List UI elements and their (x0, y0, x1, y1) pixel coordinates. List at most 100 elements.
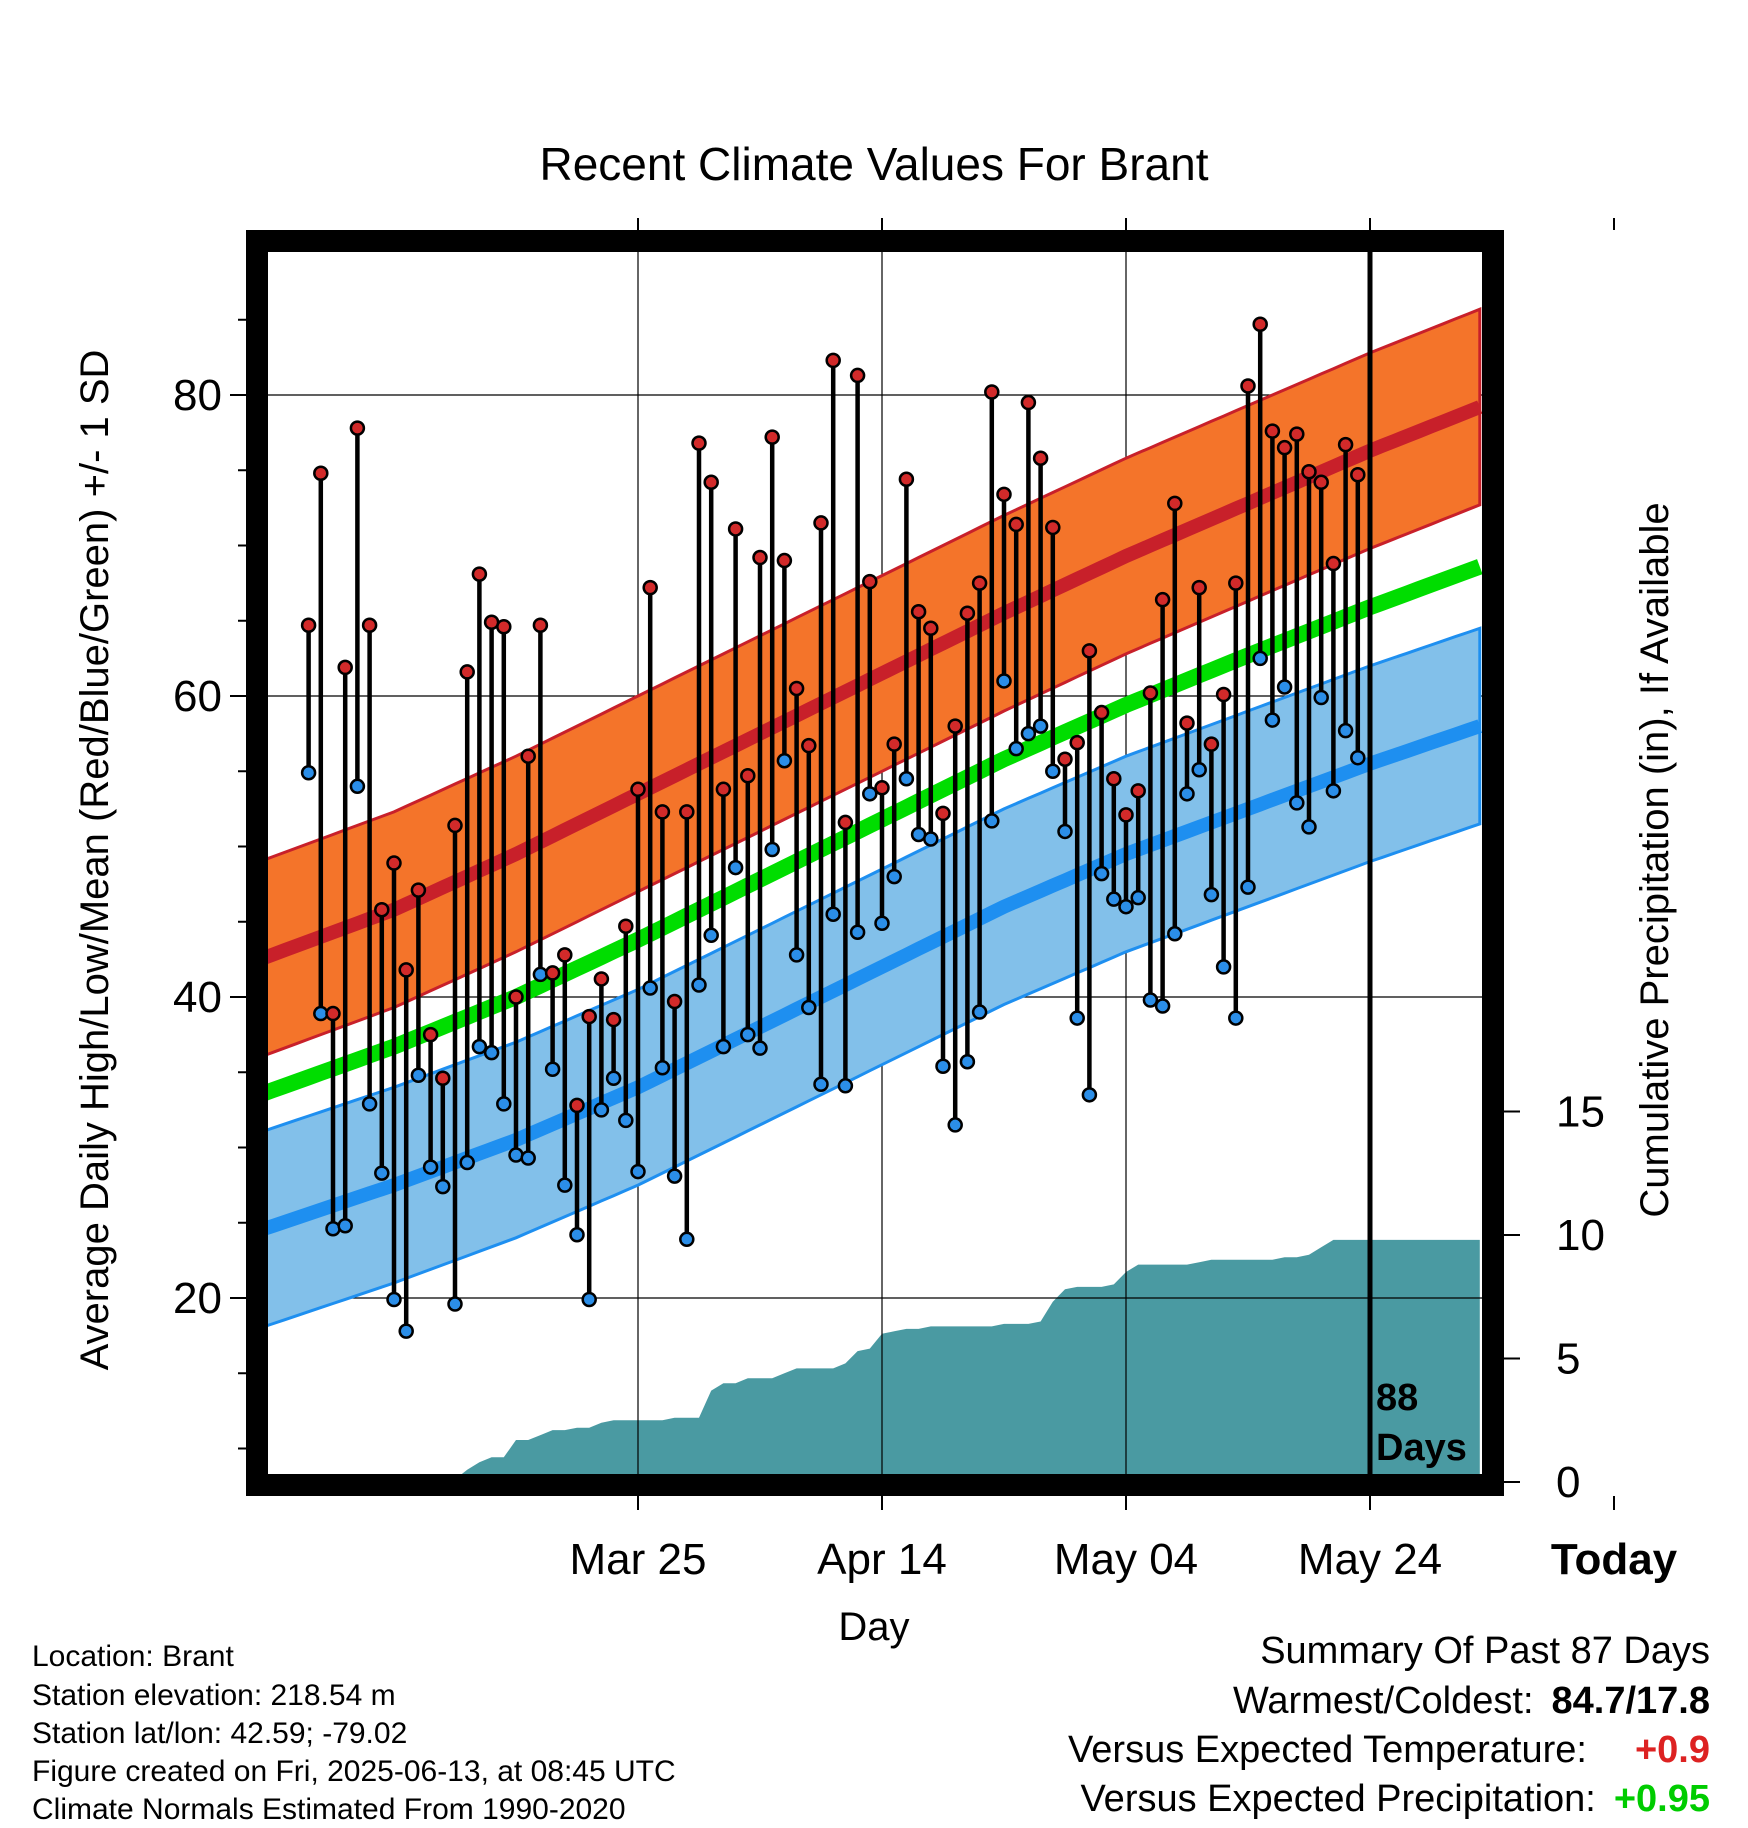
precipitation-value: +0.95 (1613, 1778, 1710, 1820)
x-tick-label: Mar 25 (570, 1535, 707, 1584)
low-point (740, 1026, 756, 1043)
low-point (642, 980, 658, 996)
low-point (849, 924, 866, 941)
high-point (471, 566, 488, 582)
low-point (959, 1053, 976, 1070)
mean-normal-line (268, 559, 1482, 1101)
high-point (691, 435, 707, 451)
high-point (1081, 643, 1098, 659)
high-point (996, 486, 1012, 503)
low-point (996, 673, 1012, 689)
high-point (1252, 316, 1268, 333)
high-point (813, 515, 829, 531)
y2-axis-title: Cumulative Precipitation (in), If Availa… (1633, 502, 1677, 1217)
low-point (398, 1323, 414, 1339)
low-point (1093, 865, 1110, 882)
low-point (923, 831, 939, 847)
low-point (837, 1078, 854, 1094)
high-point (374, 901, 390, 918)
high-point (1337, 436, 1354, 453)
low-point (349, 778, 366, 795)
low-point (1154, 998, 1171, 1014)
low-point (471, 1038, 488, 1055)
high-point (1020, 394, 1037, 411)
low-point (520, 1150, 536, 1166)
high-point (581, 1008, 597, 1025)
high-point (1240, 378, 1256, 394)
low-point (1252, 650, 1268, 667)
low-point (483, 1044, 500, 1061)
y2-tick-label: 5 (1556, 1335, 1580, 1384)
low-point (776, 752, 793, 769)
high-point (532, 617, 549, 634)
low-point (727, 859, 744, 876)
precipitation-area (308, 1239, 1480, 1474)
high-point (740, 768, 756, 784)
high-point (886, 736, 902, 752)
low-point (1142, 992, 1159, 1008)
low-point (1301, 819, 1317, 835)
high-point (898, 471, 915, 488)
low-point (825, 906, 841, 922)
high-point (300, 617, 317, 634)
high-point (1093, 704, 1110, 721)
high-point (459, 664, 475, 680)
high-point (1264, 423, 1281, 439)
x-axis-title: Day (838, 1605, 909, 1649)
low-point (544, 1061, 561, 1077)
low-point (569, 1227, 585, 1243)
high-point (1167, 495, 1183, 512)
low-point (1203, 886, 1220, 903)
low-point (1167, 926, 1183, 942)
high-point (349, 420, 366, 436)
high-point (435, 1070, 451, 1087)
low-point (435, 1178, 451, 1195)
high-point (654, 804, 671, 820)
high-point (764, 429, 780, 445)
high-point (1069, 734, 1085, 751)
low-point (1215, 959, 1232, 975)
low-point (447, 1296, 463, 1312)
plot-area: 88 Days (268, 252, 1482, 1474)
low-point (715, 1038, 732, 1055)
high-point (788, 680, 805, 697)
low-point (703, 927, 719, 944)
low-point (1106, 891, 1122, 907)
high-point (862, 573, 878, 590)
high-point (1228, 575, 1244, 591)
high-point (361, 617, 378, 634)
y-tick-label: 20 (173, 1274, 222, 1323)
high-point (801, 737, 817, 754)
low-point (1057, 823, 1073, 840)
low-point (605, 1070, 622, 1087)
low-point (984, 813, 1000, 829)
x-tick-label: Today (1551, 1535, 1678, 1584)
high-point (410, 882, 427, 898)
high-point (422, 1026, 439, 1043)
low-point (862, 786, 878, 802)
low-point (1045, 763, 1061, 779)
y-axis-title: Average Daily High/Low/Mean (Red/Blue/Gr… (73, 350, 117, 1371)
y-tick-label: 80 (173, 371, 222, 420)
temperature-label: Versus Expected Temperature: (1068, 1729, 1587, 1771)
summary-heading: Summary Of Past 87 Days (1260, 1630, 1710, 1672)
temperature-value: +0.9 (1634, 1729, 1710, 1771)
low-point (813, 1076, 829, 1093)
high-point (679, 804, 695, 820)
summary-temperature: Versus Expected Temperature: +0.9 (1068, 1731, 1710, 1769)
high-point (557, 947, 573, 963)
high-point (703, 474, 719, 491)
low-point (666, 1168, 683, 1184)
high-point (569, 1097, 585, 1114)
high-point (447, 817, 463, 834)
high-point (605, 1011, 622, 1028)
high-point (313, 465, 329, 482)
normals-text: Climate Normals Estimated From 1990-2020 (32, 1793, 626, 1826)
precipitation-label: Versus Expected Precipitation: (1080, 1778, 1596, 1820)
low-point (1069, 1010, 1085, 1026)
low-point (898, 771, 915, 787)
low-point (971, 1004, 988, 1020)
chart-title: Recent Climate Values For Brant (540, 138, 1209, 190)
y2-tick-label: 10 (1556, 1211, 1605, 1260)
